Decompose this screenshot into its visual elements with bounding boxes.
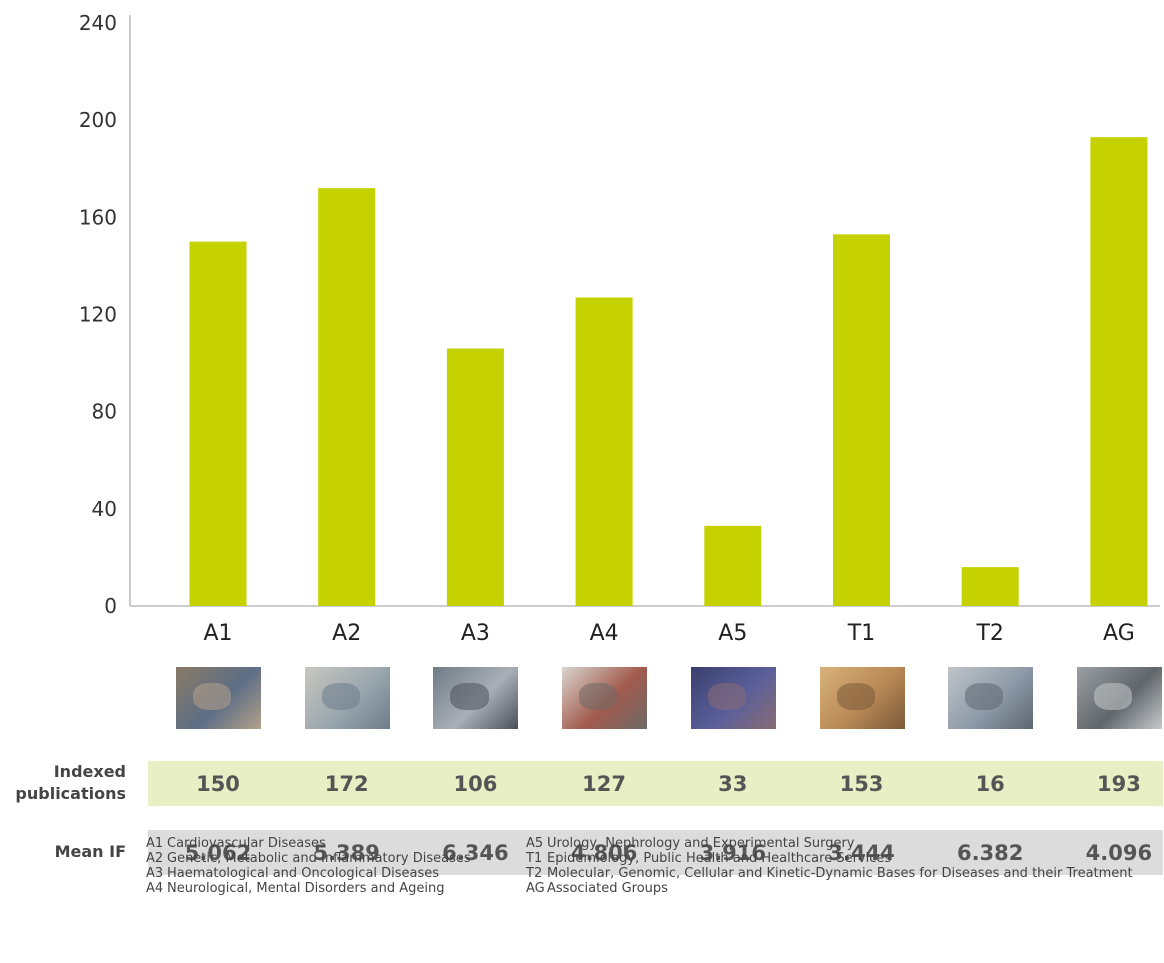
bar-a5 (704, 525, 762, 606)
legend-code: A4 (146, 881, 164, 896)
legend-code: T1 (526, 851, 543, 866)
indexed-publications-value: 172 (324, 771, 369, 796)
mean-if-value: 4.806 (570, 840, 638, 865)
legend-item: A5 Urology, Nephrology and Experimental S… (526, 836, 1133, 851)
legend-item: T1 Epidemiology, Public Health and Health… (526, 851, 1133, 866)
indexed-publications-value: 127 (582, 771, 627, 796)
bar-chart: 0 40 80 120 160 200 240 A1 A2 A3 A4 A5 T1 T2 AG (79, 11, 1160, 646)
y-tick-label: 40 (92, 497, 117, 521)
indexed-publications-value: 33 (718, 771, 748, 796)
indexed-publications-value: 106 (453, 771, 498, 796)
x-tick-label: T2 (975, 621, 1003, 646)
bar-a3 (446, 348, 504, 606)
indexed-publications-label: Indexed publications (15, 762, 126, 803)
y-tick-label: 200 (79, 108, 117, 132)
legend-code: A3 (146, 866, 164, 881)
legend-text: Neurological, Mental Disorders and Agein… (167, 881, 445, 896)
bar-t2 (961, 567, 1019, 606)
x-tick-label: AG (1103, 621, 1135, 646)
mean-if-value: 6.346 (442, 840, 509, 865)
legend-code: AG (526, 881, 545, 896)
legend-text: Haematological and Oncological Diseases (167, 866, 440, 881)
pipette-hand-photo (304, 667, 390, 729)
indexed-publications-value: 150 (196, 771, 240, 796)
y-tick-label: 240 (79, 11, 117, 35)
glove-microscope-photo (948, 667, 1034, 729)
indexed-publications-row: 150 172 106 127 33 153 16 193 (148, 761, 1163, 806)
indexed-publications-value: 193 (1096, 771, 1141, 796)
legend-text: Epidemiology, Public Health and Healthca… (547, 851, 892, 866)
bar-a1 (189, 241, 247, 606)
legend-left: A1 Cardiovascular Diseases A2 Genetic, Meta… (146, 836, 471, 896)
mean-if-value: 3.916 (699, 840, 767, 865)
legend-item: A1 Cardiovascular Diseases (146, 836, 471, 851)
brain-scan-monitor-photo (562, 667, 648, 729)
mean-if-value: 5.389 (313, 840, 380, 865)
legend-right: A5 Urology, Nephrology and Experimental S… (526, 836, 1133, 896)
x-tick-label: A4 (590, 621, 619, 646)
y-tick-label: 160 (79, 205, 117, 229)
y-tick-label: 80 (92, 400, 117, 424)
mean-if-label: Mean IF (54, 842, 126, 861)
documents-reading-photo (819, 667, 905, 729)
bar-t1 (833, 234, 890, 606)
y-tick-label: 0 (104, 594, 117, 618)
legend-text: Associated Groups (547, 881, 668, 896)
mean-if-value: 6.382 (956, 840, 1024, 865)
x-tick-label: A1 (203, 621, 232, 646)
mean-if-value: 5.062 (184, 840, 252, 865)
legend-item: A3 Haematological and Oncological Disease… (146, 866, 471, 881)
legend-code: A1 (146, 836, 164, 851)
legend-code: A5 (526, 836, 544, 851)
legend-item: A4 Neurological, Mental Disorders and Age… (146, 881, 471, 896)
legend-code: T2 (526, 866, 543, 881)
lab-pipette-photo (176, 667, 261, 729)
legend-item: A2 Genetic, Metabolic and Inflammatory Di… (146, 851, 471, 866)
indexed-publications-value: 153 (839, 771, 884, 796)
legend-text: Cardiovascular Diseases (167, 836, 326, 851)
y-tick-label: 120 (79, 303, 117, 327)
mean-if-value: 3.444 (828, 840, 895, 865)
legend-item: T2 Molecular, Genomic, Cellular and Kinet… (526, 866, 1133, 881)
bar-ag (1090, 137, 1148, 606)
mean-if-row: 5.062 5.389 6.346 4.806 3.916 3.444 6.382 4.096 (148, 830, 1163, 875)
bar-a4 (575, 297, 633, 606)
bar-a2 (318, 188, 376, 606)
sample-rack-photo (1076, 667, 1162, 729)
x-tick-label: A3 (461, 621, 490, 646)
surgery-team-photo (690, 667, 776, 729)
x-tick-label: A2 (332, 621, 361, 646)
legend-text: Genetic, Metabolic and Inflammatory Dise… (167, 851, 471, 866)
legend-code: A2 (146, 851, 164, 866)
legend-text: Molecular, Genomic, Cellular and Kinetic… (547, 866, 1133, 881)
lab-equipment-photo (433, 667, 519, 729)
legend-item: AG Associated Groups (526, 881, 1133, 896)
mean-if-value: 4.096 (1085, 840, 1153, 865)
legend-text: Urology, Nephrology and Experimental Sur… (547, 836, 855, 851)
x-tick-label: T1 (847, 621, 875, 646)
indexed-publications-value: 16 (975, 771, 1005, 796)
x-tick-label: A5 (718, 621, 747, 646)
